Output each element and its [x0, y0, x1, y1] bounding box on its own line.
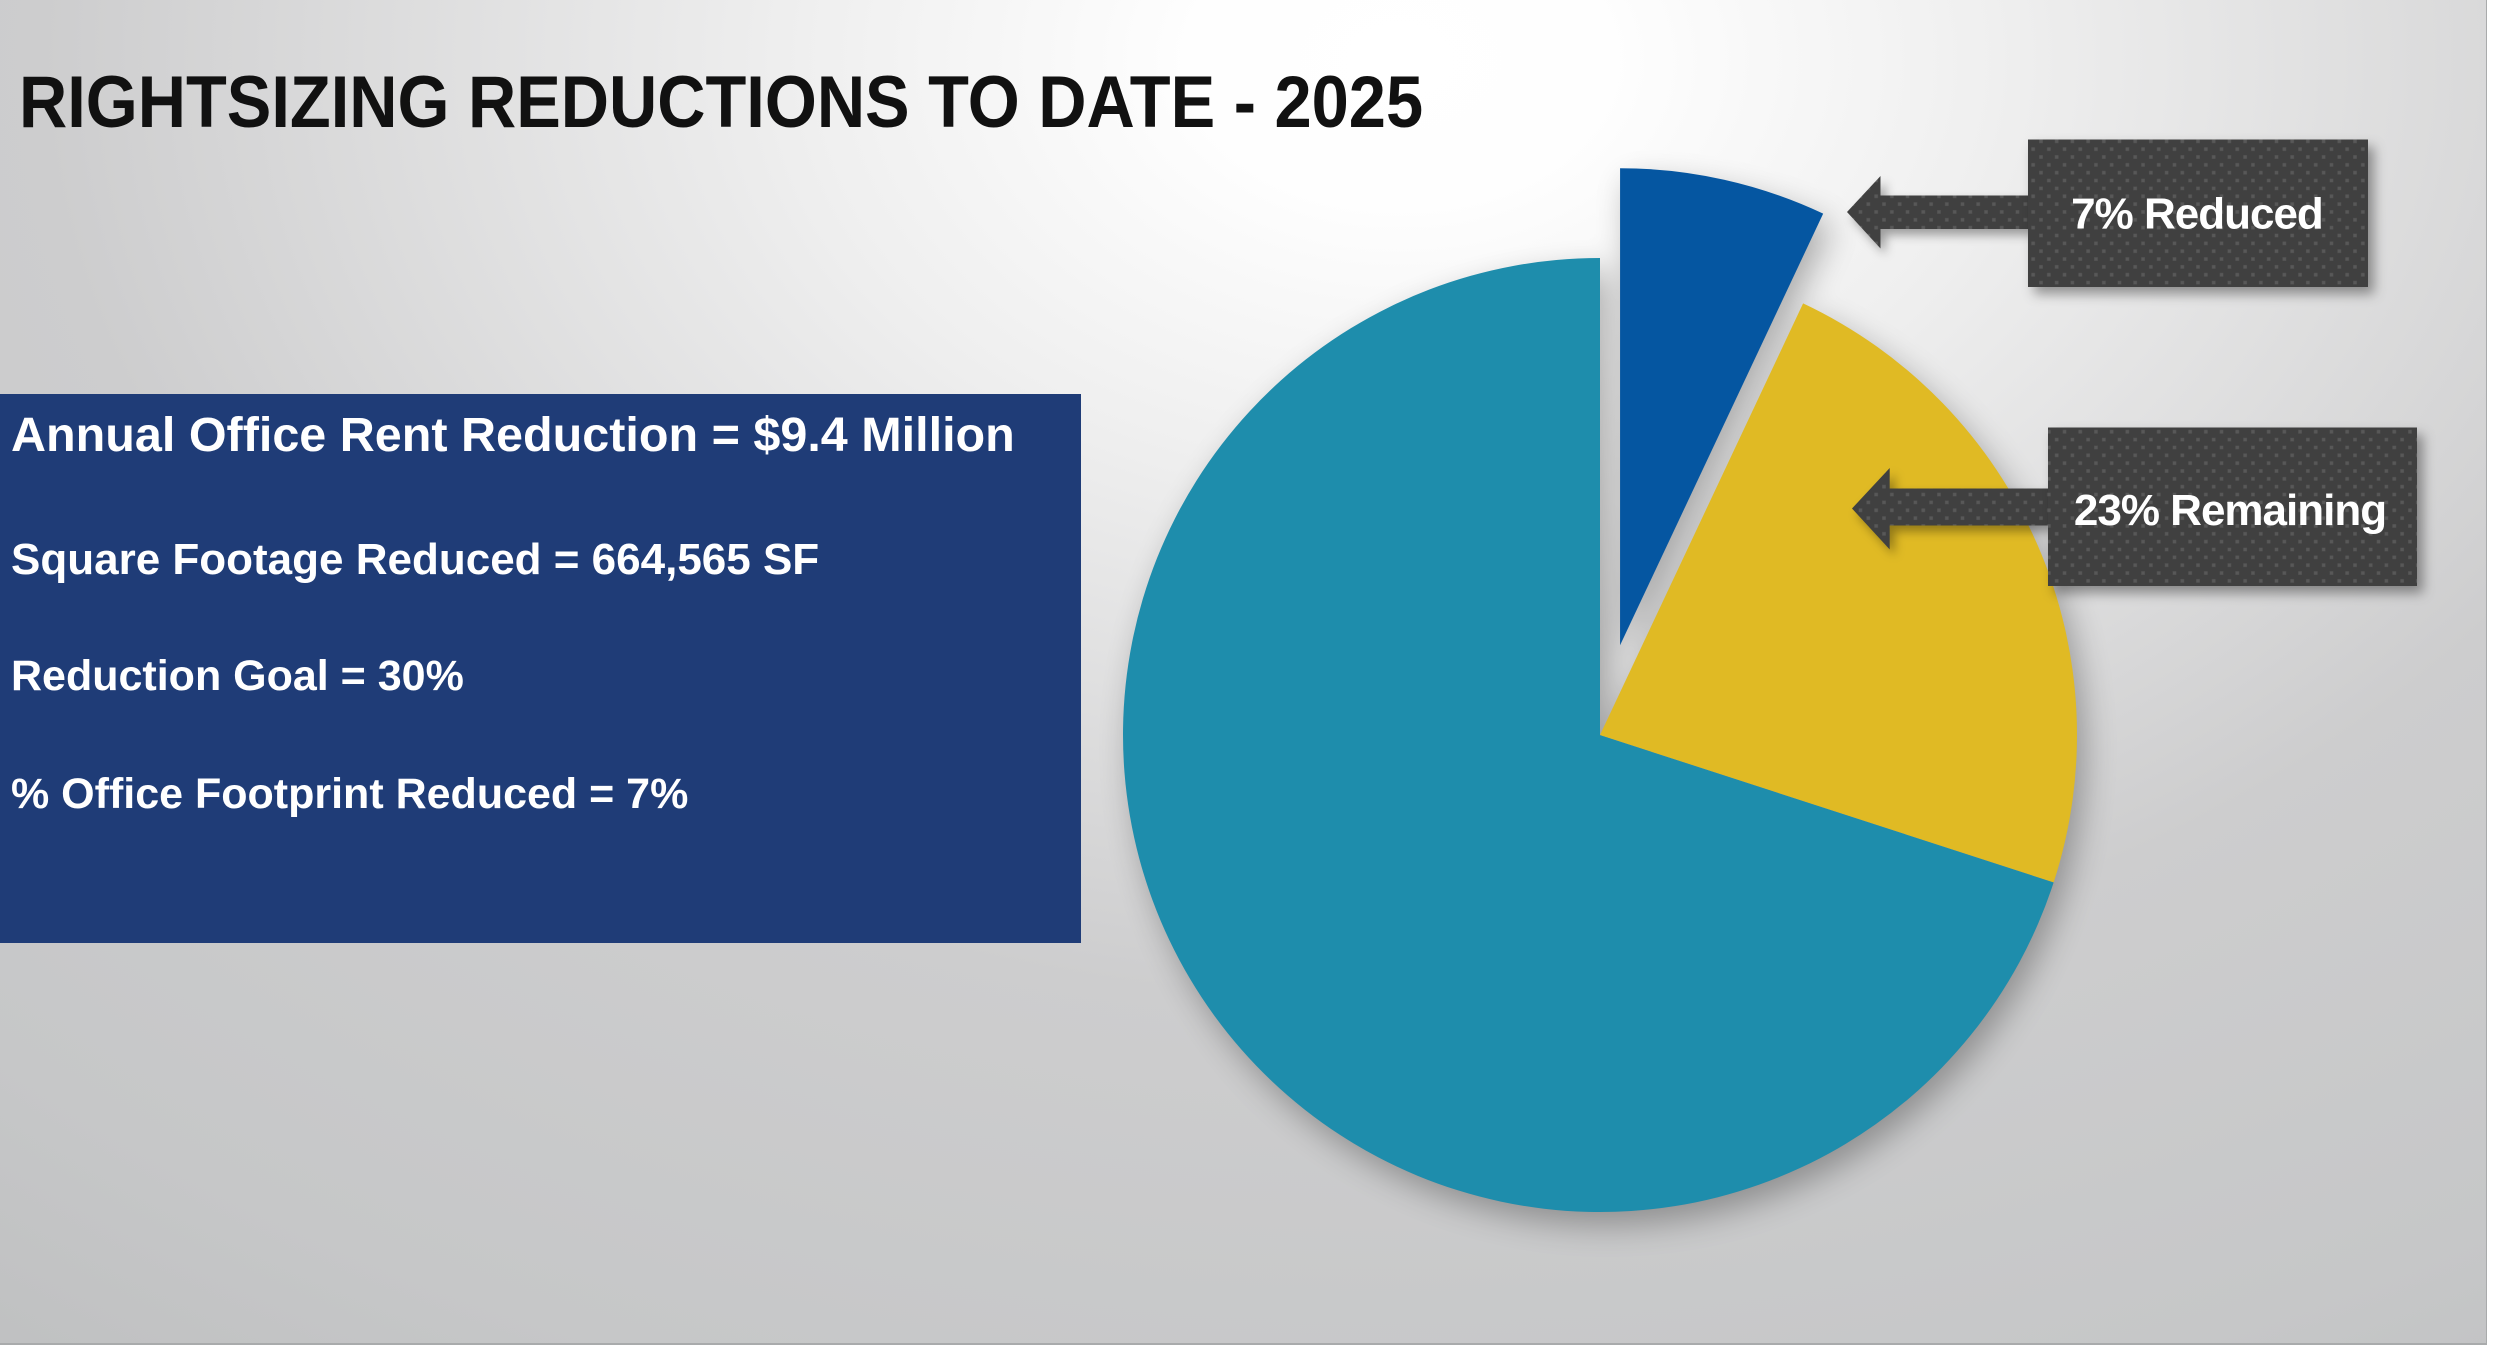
- svg-text:23% Remaining: 23% Remaining: [2074, 486, 2386, 535]
- svg-text:7% Reduced: 7% Reduced: [2071, 190, 2323, 239]
